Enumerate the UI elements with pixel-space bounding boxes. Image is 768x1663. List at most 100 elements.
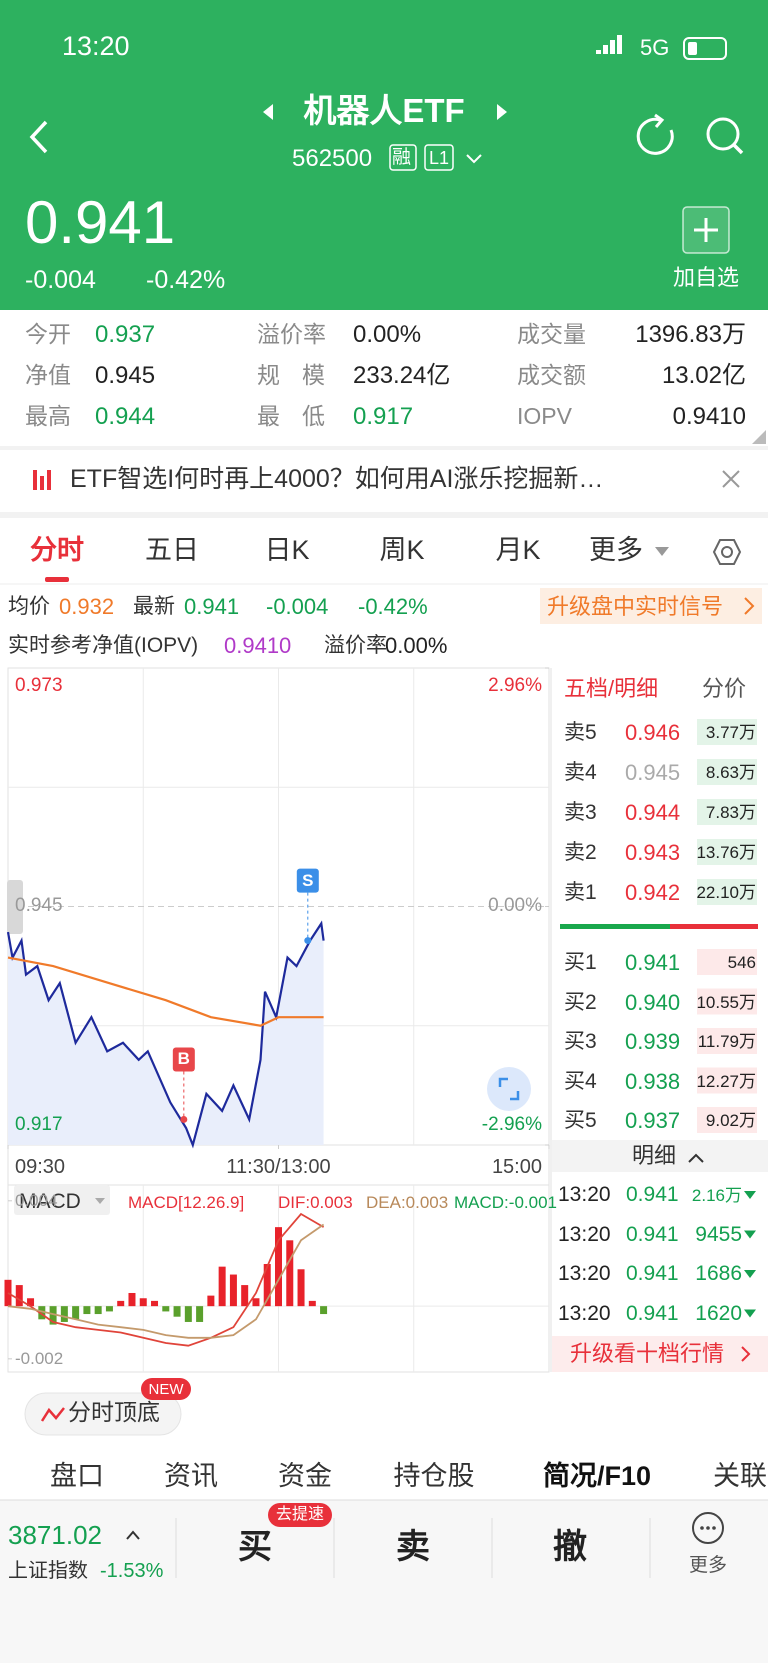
corner-mark — [752, 430, 766, 444]
tab[interactable]: 分时 — [30, 535, 84, 565]
avg-label: 均价 — [8, 595, 50, 618]
stat-label: 成交额 — [517, 362, 586, 388]
trade-time: 13:20 — [558, 1301, 611, 1325]
close-button — [722, 470, 740, 488]
macd-title[interactable]: MACD — [19, 1190, 81, 1213]
more-button[interactable]: 更多 — [688, 1555, 728, 1576]
bottom-tab[interactable]: 盘口 — [50, 1461, 104, 1491]
tab[interactable]: 周K — [379, 535, 425, 565]
change-value: -0.004 — [266, 594, 329, 619]
macd-bar — [196, 1306, 204, 1322]
order-volume: 3.77万 — [705, 723, 756, 742]
dea-line — [7, 1223, 325, 1339]
macd-bar — [241, 1285, 249, 1307]
banner-text[interactable]: ETF智选I何时再上4000？如何用AI涨乐挖掘新… — [70, 465, 604, 493]
detail-title[interactable]: 明细 — [632, 1143, 677, 1168]
signal-button-label[interactable]: 分时顶底 — [68, 1399, 160, 1425]
search-button — [706, 117, 740, 151]
order-price: 0.943 — [625, 840, 681, 865]
volume-bar — [697, 719, 757, 745]
volume-bar — [697, 988, 757, 1015]
macd-bar — [38, 1306, 46, 1320]
macd-value: MACD:-0.001 — [454, 1193, 557, 1212]
order-price: 0.939 — [625, 1029, 681, 1054]
order-volume: 9.02万 — [705, 1111, 756, 1130]
macd-bar — [94, 1306, 102, 1315]
tab[interactable]: 五日 — [145, 535, 199, 565]
dif-line — [7, 1212, 325, 1347]
bottom-tab[interactable]: 持仓股 — [393, 1461, 475, 1491]
battery-icon — [683, 37, 727, 60]
dropdown-icon — [466, 154, 482, 164]
macd-bar — [128, 1292, 136, 1307]
order-label: 买2 — [564, 990, 597, 1014]
side-handle — [7, 880, 23, 934]
zoom-button — [498, 1077, 520, 1101]
bottom-tab[interactable]: 关联 — [713, 1461, 767, 1491]
volume-bar — [697, 799, 757, 825]
order-volume: 11.79万 — [697, 1032, 756, 1051]
badge-box — [389, 144, 417, 171]
trade-volume: 1620 — [695, 1301, 742, 1325]
trade-direction — [744, 1270, 756, 1278]
macd-bar — [207, 1295, 215, 1307]
tab[interactable]: 日K — [264, 535, 310, 565]
chevron — [741, 1346, 751, 1362]
cancel-button[interactable]: 撤 — [553, 1528, 587, 1566]
add-watch-label[interactable]: 加自选 — [672, 265, 740, 290]
divider — [0, 446, 768, 450]
y-tick-label: 0.945 — [15, 894, 63, 916]
stat-label: 成交量 — [517, 321, 586, 347]
macd-dea: DEA:0.003 — [366, 1193, 449, 1212]
more-icon — [692, 1512, 724, 1544]
volume-bar — [697, 1067, 757, 1094]
order-label: 卖3 — [564, 801, 597, 824]
next-arrow — [497, 104, 507, 120]
stat-label: 溢价率 — [257, 321, 326, 347]
macd-y-tick-label: 0.004 — [15, 1190, 58, 1210]
index-value[interactable]: 3871.02 — [8, 1520, 102, 1550]
order-label: 买4 — [564, 1069, 597, 1093]
macd-bar — [4, 1279, 12, 1307]
macd-bar — [252, 1298, 260, 1307]
trade-direction — [744, 1309, 756, 1318]
bottom-tab[interactable]: 简况/F10 — [542, 1461, 652, 1491]
bottom-tab[interactable]: 资讯 — [164, 1461, 218, 1491]
iopv-value: 0.9410 — [224, 633, 292, 658]
buy-button[interactable]: 买 — [238, 1528, 272, 1566]
bottom-tab[interactable]: 资金 — [278, 1461, 332, 1491]
order-book-tab[interactable]: 分价 — [702, 676, 747, 701]
search-button — [732, 143, 744, 155]
order-label: 买5 — [564, 1109, 597, 1132]
last-label: 最新 — [133, 595, 175, 618]
tab[interactable]: 更多 — [589, 535, 643, 565]
sell-button[interactable]: 卖 — [396, 1528, 430, 1566]
upgrade-ten-level[interactable]: 升级看十档行情 — [570, 1341, 725, 1366]
macd-y-tick-label: -0.002 — [15, 1348, 64, 1368]
buy-badge-text: 去提速 — [275, 1506, 325, 1523]
macd-bar — [27, 1298, 35, 1307]
trade-price: 0.941 — [626, 1222, 679, 1246]
chevron — [126, 1530, 140, 1540]
index-name: 上证指数 — [8, 1560, 88, 1582]
signal-button — [24, 1392, 182, 1436]
upgrade-signal[interactable]: 升级盘中实时信号 — [547, 594, 724, 619]
signal-icon — [603, 45, 608, 54]
volume-bar — [697, 1028, 757, 1054]
order-volume: 10.55万 — [696, 992, 756, 1012]
x-tick-label: 09:30 — [15, 1156, 66, 1178]
tab[interactable]: 月K — [495, 535, 541, 565]
iopv-label: 实时参考净值(IOPV) — [8, 634, 199, 657]
order-price: 0.937 — [625, 1108, 681, 1133]
trade-volume: 9455 — [695, 1222, 742, 1246]
stat-value: 0.917 — [353, 403, 414, 430]
dropdown-icon — [655, 547, 669, 556]
stat-label: 最低 — [257, 403, 347, 429]
macd-bar — [117, 1300, 125, 1307]
macd-selector — [14, 1185, 110, 1215]
stat-value: 13.02亿 — [661, 362, 746, 389]
order-book-title[interactable]: 五档/明细 — [564, 676, 659, 701]
x-tick-label: 15:00 — [491, 1156, 542, 1178]
price-area — [8, 923, 324, 1145]
